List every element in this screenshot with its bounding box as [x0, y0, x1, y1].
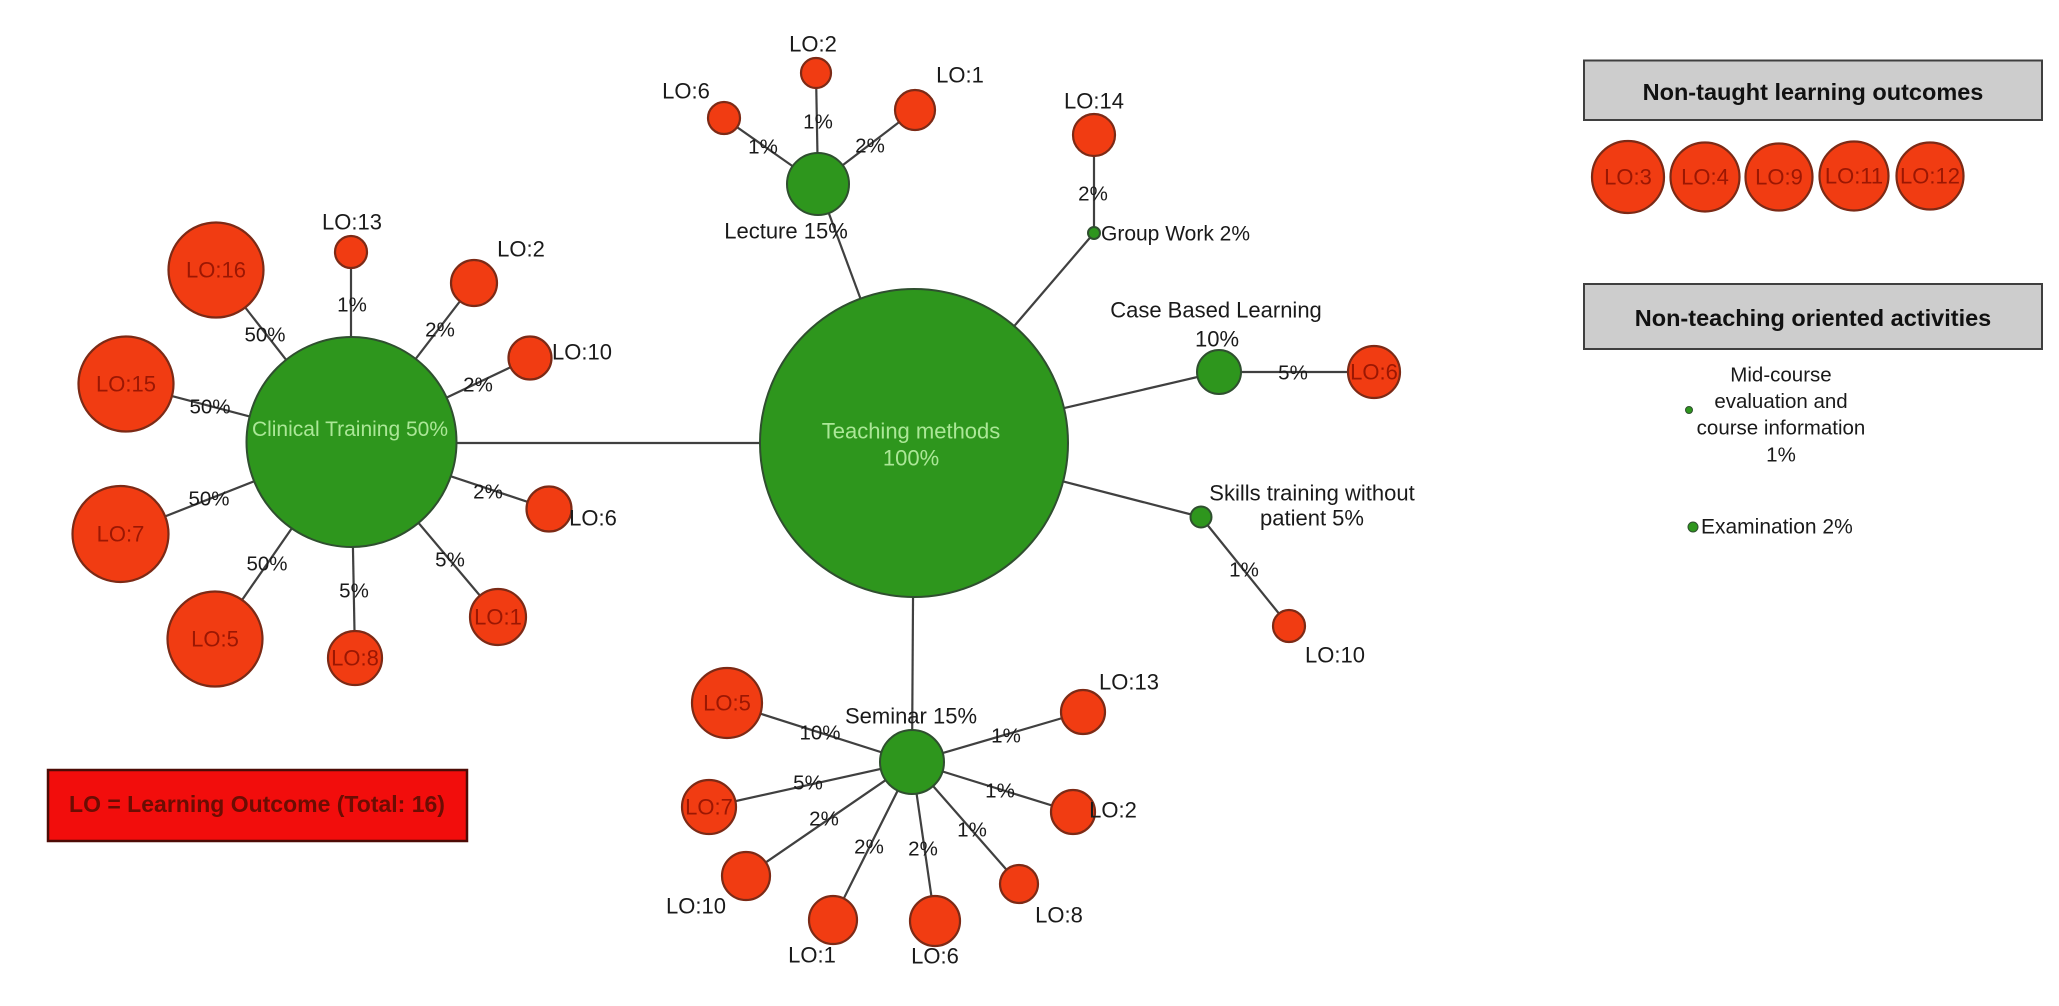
svg-text:2%: 2%	[463, 374, 493, 397]
svg-text:LO:4: LO:4	[1681, 165, 1729, 190]
svg-text:LO:6: LO:6	[662, 79, 710, 104]
svg-text:LO:6: LO:6	[569, 506, 617, 531]
svg-text:2%: 2%	[908, 838, 938, 861]
svg-text:2%: 2%	[473, 481, 503, 504]
svg-text:5%: 5%	[1278, 362, 1308, 385]
svg-text:1%: 1%	[1766, 443, 1796, 466]
svg-text:Seminar 15%: Seminar 15%	[845, 704, 977, 729]
svg-text:LO:2: LO:2	[1089, 798, 1137, 823]
svg-text:LO:16: LO:16	[186, 258, 246, 283]
svg-text:LO:13: LO:13	[322, 210, 382, 235]
svg-text:5%: 5%	[435, 549, 465, 572]
svg-text:LO:12: LO:12	[1900, 164, 1960, 189]
svg-text:1%: 1%	[337, 294, 367, 317]
svg-text:LO:3: LO:3	[1604, 165, 1652, 190]
svg-text:LO:8: LO:8	[1035, 903, 1083, 928]
svg-text:Clinical Training 50%: Clinical Training 50%	[252, 418, 448, 441]
svg-text:5%: 5%	[339, 580, 369, 603]
svg-text:50%: 50%	[188, 488, 229, 511]
svg-text:100%: 100%	[883, 446, 939, 471]
svg-text:Mid-course: Mid-course	[1730, 364, 1831, 387]
svg-text:10%: 10%	[799, 722, 840, 745]
svg-text:LO:8: LO:8	[331, 646, 379, 671]
svg-text:evaluation and: evaluation and	[1714, 390, 1847, 413]
svg-text:LO:9: LO:9	[1755, 165, 1803, 190]
svg-text:2%: 2%	[855, 135, 885, 158]
svg-text:10%: 10%	[1195, 327, 1239, 352]
svg-text:course information: course information	[1697, 417, 1866, 440]
svg-text:LO:5: LO:5	[703, 691, 751, 716]
svg-text:1%: 1%	[748, 136, 778, 159]
svg-text:5%: 5%	[793, 772, 823, 795]
svg-text:patient 5%: patient 5%	[1260, 506, 1364, 531]
svg-text:1%: 1%	[991, 725, 1021, 748]
svg-text:2%: 2%	[854, 836, 884, 859]
svg-text:LO:15: LO:15	[96, 372, 156, 397]
svg-text:1%: 1%	[1229, 559, 1259, 582]
svg-text:1%: 1%	[957, 819, 987, 842]
svg-text:2%: 2%	[1078, 183, 1108, 206]
svg-text:1%: 1%	[985, 780, 1015, 803]
svg-text:50%: 50%	[246, 553, 287, 576]
svg-text:LO:10: LO:10	[1305, 643, 1365, 668]
svg-text:Lecture 15%: Lecture 15%	[724, 219, 848, 244]
svg-text:LO:7: LO:7	[97, 522, 145, 547]
svg-text:Teaching methods: Teaching methods	[822, 419, 1001, 444]
svg-text:50%: 50%	[189, 396, 230, 419]
svg-text:LO:7: LO:7	[685, 795, 733, 820]
svg-text:LO:13: LO:13	[1099, 670, 1159, 695]
svg-text:LO:1: LO:1	[936, 63, 984, 88]
svg-text:Examination 2%: Examination 2%	[1701, 516, 1853, 539]
svg-text:2%: 2%	[809, 808, 839, 831]
svg-text:LO:10: LO:10	[552, 340, 612, 365]
svg-text:LO:5: LO:5	[191, 627, 239, 652]
svg-text:LO = Learning Outcome (Total:: LO = Learning Outcome (Total: 16)	[69, 791, 445, 817]
svg-text:50%: 50%	[244, 324, 285, 347]
svg-text:LO:11: LO:11	[1825, 164, 1883, 189]
svg-text:LO:2: LO:2	[497, 237, 545, 262]
svg-text:1%: 1%	[803, 111, 833, 134]
svg-text:LO:1: LO:1	[788, 943, 836, 968]
svg-text:Non-teaching oriented activiti: Non-teaching oriented activities	[1635, 305, 1991, 331]
svg-text:LO:6: LO:6	[1350, 360, 1398, 385]
svg-text:Skills training without: Skills training without	[1209, 481, 1414, 506]
svg-text:Group Work 2%: Group Work 2%	[1101, 223, 1250, 246]
svg-text:LO:2: LO:2	[789, 32, 837, 57]
svg-text:LO:6: LO:6	[911, 944, 959, 969]
svg-text:Non-taught learning outcomes: Non-taught learning outcomes	[1643, 79, 1984, 105]
svg-text:2%: 2%	[425, 319, 455, 342]
svg-text:LO:1: LO:1	[474, 605, 522, 630]
svg-text:LO:14: LO:14	[1064, 89, 1124, 114]
svg-text:LO:10: LO:10	[666, 894, 726, 919]
svg-text:Case Based Learning: Case Based Learning	[1110, 298, 1322, 323]
